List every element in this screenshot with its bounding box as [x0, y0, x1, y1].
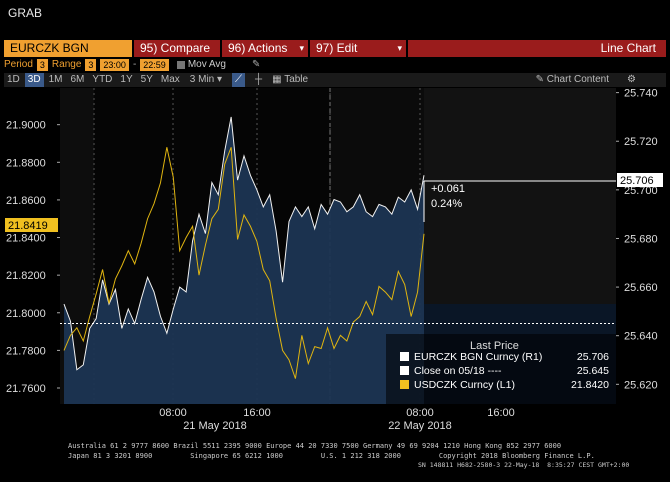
- range-input[interactable]: 3: [85, 58, 97, 71]
- legend-value: 25.706: [577, 351, 609, 363]
- chevron-down-icon: ▾: [397, 43, 402, 53]
- svg-text:25.706: 25.706: [620, 175, 654, 187]
- period-6m[interactable]: 6M: [70, 74, 85, 85]
- params-bar: Period 3 Range 3 23:00 - 22:59 Mov Avg ✎: [4, 58, 666, 71]
- right-tick-label: 25.660: [624, 282, 658, 294]
- range-label: Range: [51, 59, 82, 70]
- left-tick-label: 21.8000: [6, 308, 46, 320]
- legend-swatch: [400, 352, 409, 361]
- period-1d[interactable]: 1D: [7, 74, 20, 85]
- last-price-annotation: +0.061 0.24%: [423, 180, 616, 222]
- footer-contacts: Australia 61 2 9777 8600 Brazil 5511 239…: [68, 442, 595, 460]
- table-button[interactable]: ▦ Table: [272, 74, 309, 85]
- right-tick-label: 25.640: [624, 331, 658, 343]
- line-tool-icon[interactable]: ⟋: [232, 73, 246, 87]
- compare-label: 95) Compare: [140, 41, 211, 55]
- x-tick-label: 16:00: [487, 407, 515, 419]
- x-tick-label: 16:00: [243, 407, 271, 419]
- right-tick-label: 25.700: [624, 185, 658, 197]
- main-toolbar: EURCZK BGN Curncy 95) Compare 96) Action…: [4, 40, 666, 72]
- left-axis: 21.9000 21.8800 21.8600 21.8400 21.8200 21.80…: [6, 120, 60, 395]
- left-tick-label: 21.8600: [6, 195, 46, 207]
- interval-select[interactable]: 3 Min ▾: [189, 74, 223, 85]
- eurczk-line: [63, 116, 425, 371]
- footer-session-info: SN 148811 H682-2580-3 22-May-18 8:35:27 …: [418, 461, 630, 469]
- right-tick-label: 25.680: [624, 233, 658, 245]
- left-last-price-label: 21.8419: [5, 218, 58, 232]
- period-ytd[interactable]: YTD: [92, 74, 113, 85]
- chart-content-button[interactable]: ✎ Chart Content: [535, 74, 610, 85]
- period-3d[interactable]: 3D: [24, 73, 44, 87]
- right-axis: 25.740 25.720 25.700 25.680 25.660 25.640 25.6…: [616, 88, 658, 391]
- legend-label: EURCZK BGN Curncy (R1): [414, 351, 542, 363]
- x-date-label: 21 May 2018: [183, 420, 247, 432]
- period-1y[interactable]: 1Y: [120, 74, 133, 85]
- period-1m[interactable]: 1M: [48, 74, 63, 85]
- edit-label: 97) Edit: [316, 41, 358, 55]
- legend-swatch: [400, 380, 409, 389]
- x-tick-label: 08:00: [159, 407, 187, 419]
- range-start-input[interactable]: 23:00: [100, 58, 129, 71]
- svg-text:21.8419: 21.8419: [8, 220, 48, 232]
- period-max[interactable]: Max: [160, 74, 180, 85]
- chevron-down-icon: ▾: [299, 43, 304, 53]
- ticker-field[interactable]: EURCZK BGN Curncy: [4, 40, 132, 72]
- period-label: Period: [4, 59, 33, 70]
- range-separator: -: [132, 59, 137, 70]
- x-tick-label: 08:00: [406, 407, 434, 419]
- eurczk-area: [64, 116, 424, 405]
- left-tick-label: 21.7800: [6, 345, 46, 357]
- crosshair-icon[interactable]: ┼: [255, 74, 263, 85]
- chart-type-selector[interactable]: Line Chart: [408, 40, 666, 57]
- change-pct: 0.24%: [431, 198, 462, 210]
- actions-button[interactable]: 96) Actions ▾: [222, 40, 308, 57]
- right-tick-label: 25.720: [624, 136, 658, 148]
- left-tick-label: 21.8400: [6, 233, 46, 245]
- legend-label: USDCZK Curncy (L1): [414, 379, 515, 391]
- mov-avg-label: Mov Avg: [187, 59, 226, 70]
- legend-label: Close on 05/18 ----: [414, 365, 502, 377]
- pencil-icon[interactable]: ✎: [251, 59, 261, 70]
- x-date-label: 22 May 2018: [388, 420, 452, 432]
- change-value: +0.061: [431, 183, 465, 195]
- legend-title: Last Price: [470, 340, 519, 352]
- range-end-input[interactable]: 22:59: [140, 58, 169, 71]
- period-5y[interactable]: 5Y: [140, 74, 153, 85]
- period-bar: 1D 3D 1M 6M YTD 1Y 5Y Max 3 Min ▾ ⟋ ┼ ▦ Table ✎…: [4, 73, 666, 87]
- legend: Last Price EURCZK BGN Curncy (R1) 25.706 C…: [386, 334, 616, 404]
- legend-value: 21.8420: [571, 379, 609, 391]
- legend-value: 25.645: [577, 365, 609, 377]
- left-tick-label: 21.7600: [6, 383, 46, 395]
- gear-icon[interactable]: ⚙: [627, 74, 636, 85]
- left-tick-label: 21.8800: [6, 157, 46, 169]
- right-tick-label: 25.620: [624, 379, 658, 391]
- period-input[interactable]: 3: [36, 58, 48, 71]
- compare-button[interactable]: 95) Compare: [134, 40, 220, 57]
- price-chart: 21.9000 21.8800 21.8600 21.8400 21.8200 21.80…: [5, 88, 663, 432]
- mov-avg-checkbox[interactable]: [176, 60, 185, 69]
- left-tick-label: 21.9000: [6, 120, 46, 132]
- actions-label: 96) Actions: [228, 41, 288, 55]
- window-title: GRAB: [8, 6, 43, 20]
- right-tick-label: 25.740: [624, 88, 658, 100]
- usdczk-line: [63, 147, 425, 379]
- edit-button[interactable]: 97) Edit ▾: [310, 40, 406, 57]
- left-tick-label: 21.8200: [6, 270, 46, 282]
- legend-swatch: [400, 366, 409, 375]
- right-last-price-label: 25.706: [617, 173, 663, 187]
